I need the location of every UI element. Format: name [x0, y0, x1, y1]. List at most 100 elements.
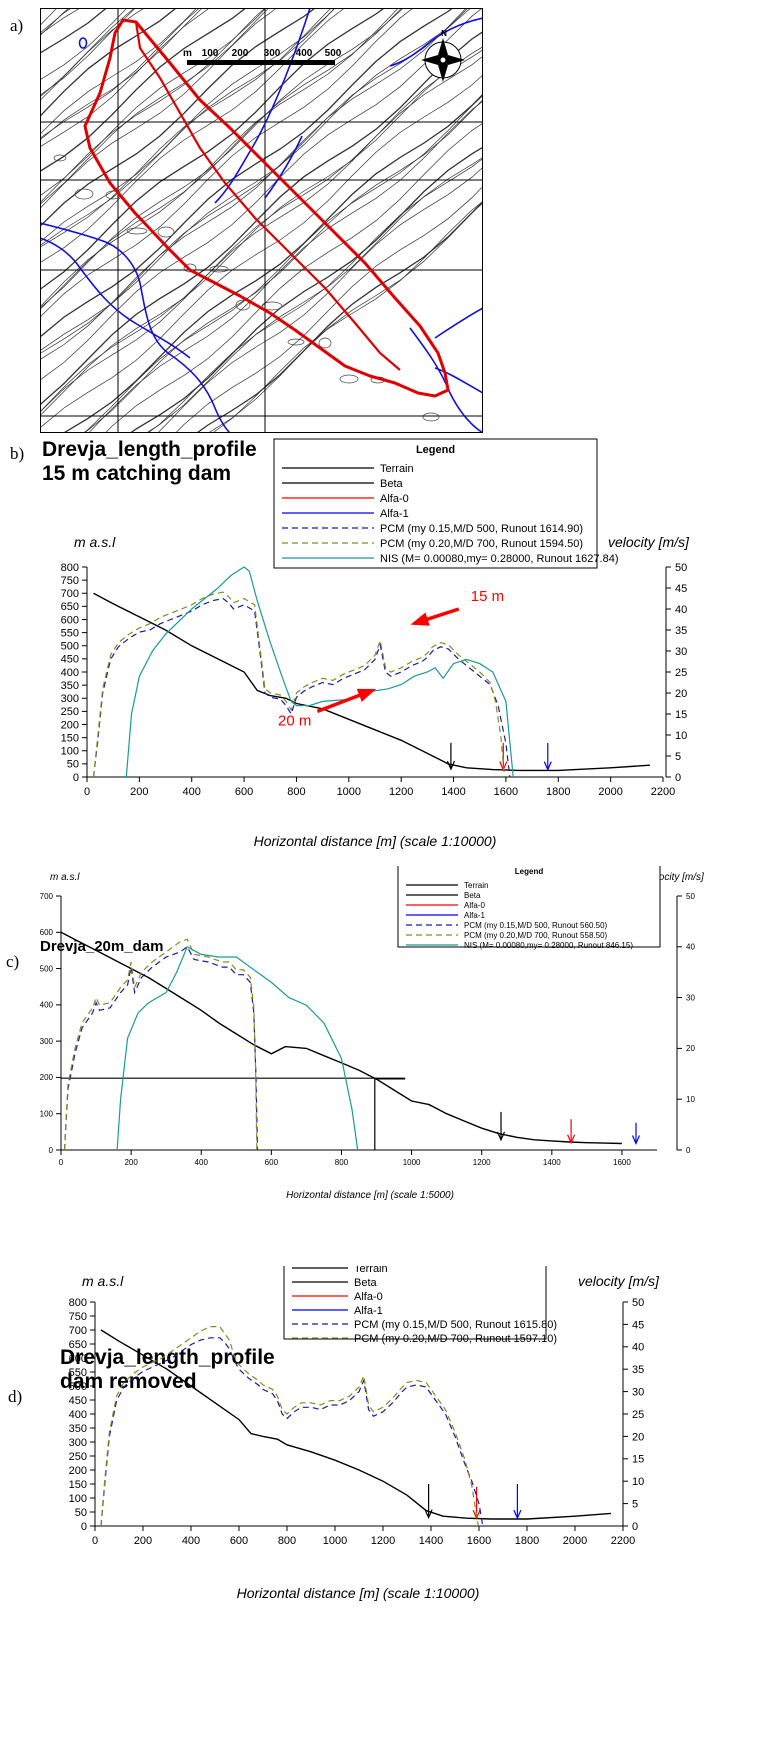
y-left-tick-label: 150: [69, 1479, 87, 1491]
y-left-tick-label: 450: [61, 654, 79, 666]
y-left-tick-label: 750: [69, 1311, 87, 1323]
contour-line: [40, 8, 247, 172]
north-label: N: [441, 29, 447, 38]
rivers: [40, 8, 483, 433]
contour-line: [145, 156, 483, 433]
series-line-pcm: [100, 1337, 484, 1527]
contour-line: [40, 8, 200, 139]
chart-c-title: Drevja_20m_dam: [40, 938, 164, 955]
series-line-terrain: [60, 931, 622, 1145]
y-right-tick-label: 35: [632, 1364, 644, 1376]
series-line-terrain: [100, 1329, 612, 1520]
x-tick-label: 1600: [494, 786, 518, 798]
marker-arrowhead: [543, 761, 552, 772]
legend-entry-label: Terrain: [380, 463, 414, 475]
x-tick-label: 800: [287, 786, 305, 798]
x-tick-label: 1400: [419, 1535, 443, 1547]
marker-arrowhead: [567, 1134, 576, 1145]
contour-line: [40, 8, 178, 117]
marker-arrowhead: [446, 760, 455, 771]
y-right-axis-label: velocity [m/s]: [608, 534, 690, 550]
scale-tick-300: 300: [264, 48, 281, 59]
y-left-tick-label: 500: [61, 641, 79, 653]
legend-entry-label: Alfa-1: [380, 508, 409, 520]
y-left-tick-label: 300: [40, 1037, 54, 1046]
y-left-tick-label: 500: [69, 1381, 87, 1393]
y-right-tick-label: 0: [675, 772, 681, 784]
contour-loop: [183, 263, 197, 273]
series-line-dam: [61, 1077, 406, 1150]
legend-entry-label: Beta: [380, 478, 404, 490]
legend-entry-label: Beta: [464, 891, 481, 900]
panel-label-c: c): [6, 952, 20, 971]
panel-label-d: d): [8, 1387, 23, 1406]
y-right-tick-label: 35: [675, 625, 687, 637]
map-grid: [40, 8, 483, 433]
scale-tick-200: 200: [232, 48, 249, 59]
legend-entry-label: Terrain: [464, 881, 488, 890]
marker-arrowhead: [513, 1509, 522, 1520]
y-right-tick-label: 15: [632, 1454, 644, 1466]
x-tick-label: 800: [278, 1535, 296, 1547]
scale-unit-label: m: [183, 48, 192, 59]
contour-lines: [40, 8, 483, 433]
y-right-tick-label: 40: [675, 604, 687, 616]
x-tick-label: 1200: [389, 786, 413, 798]
y-right-tick-label: 50: [686, 892, 695, 901]
y-left-tick-label: 700: [69, 1325, 87, 1337]
y-right-tick-label: 0: [632, 1521, 638, 1533]
contour-line: [88, 100, 483, 433]
y-left-tick-label: 550: [69, 1367, 87, 1379]
contour-loop: [318, 337, 332, 349]
contour-line: [40, 8, 267, 197]
contour-loop: [261, 301, 283, 311]
y-left-tick-label: 350: [61, 680, 79, 692]
contour-line: [40, 74, 483, 429]
contour-line: [212, 200, 483, 433]
legend-entry-label: PCM (my 0.15,M/D 500, Runout 1614.90): [380, 523, 583, 535]
legend-entry-label: Beta: [354, 1277, 378, 1289]
annotation-arrowhead: [356, 688, 377, 702]
x-axis-label: Horizontal distance [m] (scale 1:10000): [237, 1585, 480, 1601]
series-line-terrain: [93, 592, 650, 772]
y-left-tick-label: 350: [69, 1423, 87, 1435]
x-tick-label: 1600: [467, 1535, 491, 1547]
x-tick-label: 1200: [473, 1158, 491, 1167]
y-left-tick-label: 0: [81, 1521, 87, 1533]
contour-loop: [126, 227, 148, 235]
y-right-tick-label: 20: [632, 1431, 644, 1443]
y-left-tick-label: 450: [69, 1395, 87, 1407]
y-left-tick-label: 100: [61, 746, 79, 758]
contour-loop: [209, 265, 229, 273]
avalanche-path-inner: [134, 21, 401, 371]
x-tick-label: 1800: [546, 786, 570, 798]
panel-label-b: b): [10, 444, 25, 463]
y-right-tick-label: 5: [675, 751, 681, 763]
y-right-tick-label: 50: [632, 1297, 644, 1309]
annotation-label: 15 m: [471, 588, 504, 605]
contour-line: [82, 94, 483, 433]
y-left-tick-label: 600: [69, 1353, 87, 1365]
chart-b: 0 200 400 600 800 1000 1200 1400 1600 1800 2000 220…: [61, 438, 690, 849]
x-tick-label: 1000: [403, 1158, 421, 1167]
legend-entry-label: Alfa-1: [354, 1305, 383, 1317]
y-right-tick-label: 10: [632, 1476, 644, 1488]
series-line-nis: [125, 566, 514, 778]
y-left-tick-label: 650: [61, 601, 79, 613]
y-left-tick-label: 100: [69, 1493, 87, 1505]
y-left-tick-label: 600: [40, 928, 54, 937]
x-tick-label: 1200: [371, 1535, 395, 1547]
legend-entry-label: PCM (my 0.15,M/D 500, Runout 560.50): [464, 921, 608, 930]
x-tick-label: 200: [134, 1535, 152, 1547]
contour-line: [40, 8, 278, 209]
contour-line: [40, 8, 336, 243]
legend-entry-label: Terrain: [354, 1266, 388, 1275]
contour-loop: [53, 154, 67, 162]
legend-entry-label: Alfa-0: [380, 493, 409, 505]
scale-tick-400: 400: [296, 48, 313, 59]
legend-entry-label: PCM (my 0.20,M/D 700, Runout 1594.50): [380, 538, 583, 550]
y-left-tick-label: 200: [40, 1073, 54, 1082]
legend-box: [273, 438, 598, 569]
contour-line: [40, 8, 454, 338]
contour-loop: [287, 338, 305, 346]
